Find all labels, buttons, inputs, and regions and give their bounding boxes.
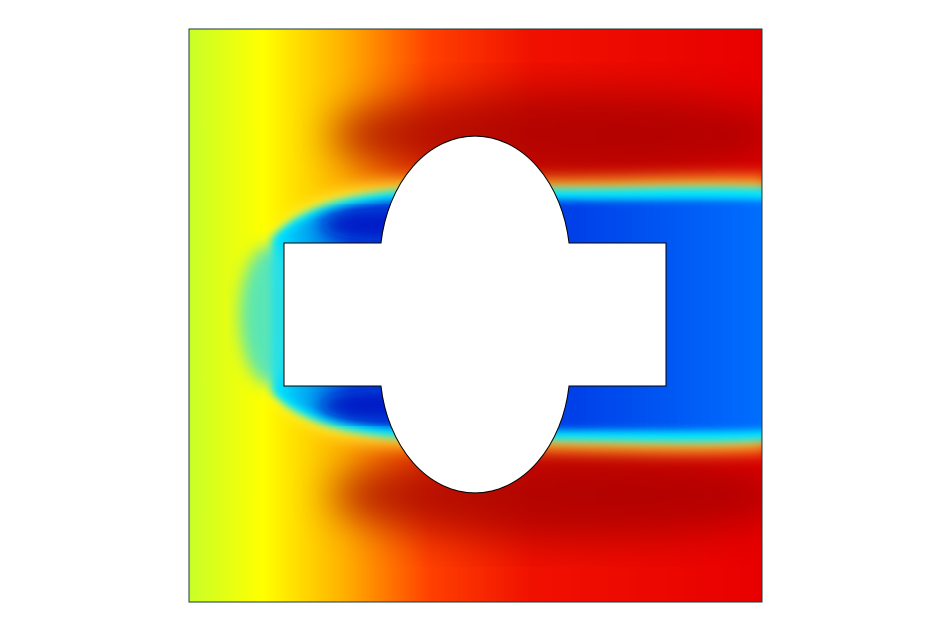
high-band-top: [330, 90, 762, 180]
obstacle: [283, 135, 667, 494]
domain-border: [188, 28, 763, 603]
high-band-bottom: [330, 450, 762, 540]
